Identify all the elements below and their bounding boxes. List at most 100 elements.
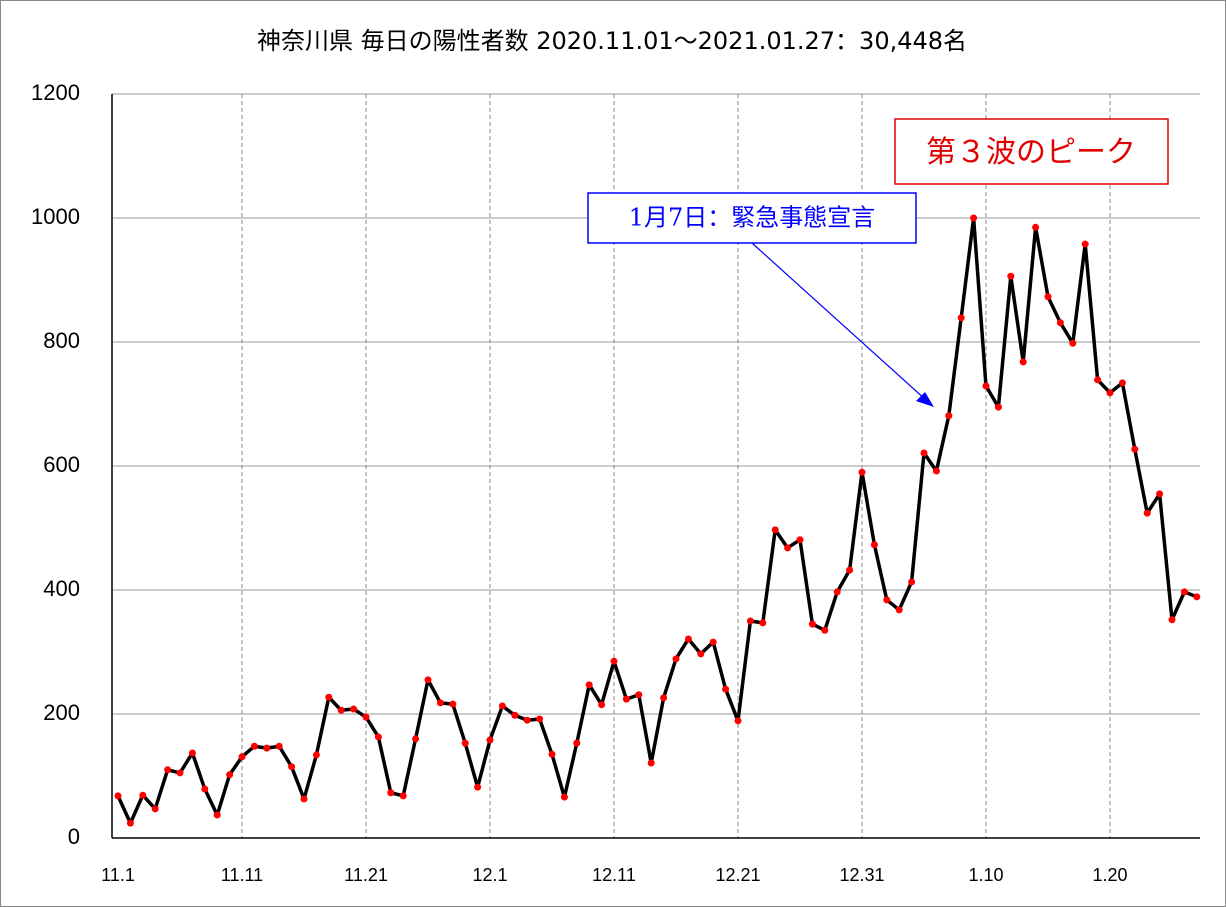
marker xyxy=(945,412,953,420)
marker xyxy=(709,638,717,646)
x-tick-label: 12.31 xyxy=(839,865,884,885)
marker xyxy=(908,578,916,586)
marker xyxy=(1032,223,1040,231)
y-tick-label: 600 xyxy=(43,452,80,477)
marker xyxy=(399,792,407,800)
y-tick-label: 1200 xyxy=(31,80,80,105)
marker xyxy=(796,536,804,544)
marker xyxy=(1007,272,1015,280)
marker xyxy=(771,526,779,534)
x-tick-label: 11.21 xyxy=(344,865,388,885)
marker xyxy=(325,693,333,701)
y-tick-label: 200 xyxy=(43,700,80,725)
marker xyxy=(895,606,903,614)
x-tick-label: 11.1 xyxy=(101,865,135,885)
marker xyxy=(126,819,134,827)
annotation: 第３波のピーク xyxy=(926,135,1136,170)
marker xyxy=(436,699,444,707)
marker xyxy=(672,655,680,663)
marker xyxy=(387,789,395,797)
marker xyxy=(337,706,345,714)
marker xyxy=(722,685,730,693)
marker xyxy=(994,403,1002,411)
y-tick-label: 400 xyxy=(43,576,80,601)
marker xyxy=(585,681,593,689)
marker xyxy=(573,739,581,747)
marker xyxy=(151,805,159,813)
marker xyxy=(250,742,258,750)
marker xyxy=(1106,389,1114,397)
marker xyxy=(1193,593,1201,601)
marker xyxy=(226,771,234,779)
x-tick-label: 1.20 xyxy=(1092,865,1127,885)
marker xyxy=(560,793,568,801)
marker xyxy=(1143,509,1151,517)
marker xyxy=(1131,445,1139,453)
marker xyxy=(201,785,209,793)
marker xyxy=(238,753,246,761)
marker xyxy=(808,620,816,628)
marker xyxy=(598,701,606,709)
marker xyxy=(697,650,705,658)
annotation-box xyxy=(894,118,1169,185)
marker xyxy=(300,795,308,803)
y-tick-label: 0 xyxy=(68,824,80,849)
marker xyxy=(275,742,283,750)
x-tick-label: 12.21 xyxy=(715,865,760,885)
annotation-arrow xyxy=(751,242,927,401)
marker xyxy=(263,744,271,752)
marker xyxy=(610,657,618,665)
marker xyxy=(957,314,965,322)
marker xyxy=(734,717,742,725)
marker xyxy=(1044,293,1052,301)
marker xyxy=(176,769,184,777)
line xyxy=(116,216,1198,825)
marker xyxy=(1094,376,1102,384)
marker xyxy=(213,811,221,819)
marker xyxy=(982,382,990,390)
y-tick-label: 800 xyxy=(43,328,80,353)
marker xyxy=(858,468,866,476)
marker xyxy=(486,736,494,744)
marker xyxy=(1168,616,1176,624)
marker xyxy=(548,750,556,758)
marker xyxy=(449,700,457,708)
marker xyxy=(312,751,320,759)
marker xyxy=(635,691,643,699)
marker xyxy=(498,702,506,710)
marker xyxy=(821,626,829,634)
marker xyxy=(412,735,420,743)
marker xyxy=(1180,588,1188,596)
marker xyxy=(1081,240,1089,248)
marker xyxy=(461,739,469,747)
marker xyxy=(870,541,878,549)
chart-title: 神奈川県 毎日の陽性者数 2020.11.01〜2021.01.27：30,44… xyxy=(257,27,967,55)
marker xyxy=(920,449,928,457)
marker xyxy=(883,596,891,604)
marker xyxy=(1118,379,1126,387)
marker xyxy=(536,715,544,723)
marker xyxy=(970,214,978,222)
marker xyxy=(622,695,630,703)
marker xyxy=(188,749,196,757)
marker xyxy=(114,792,122,800)
marker xyxy=(660,694,668,702)
marker xyxy=(350,705,358,713)
marker xyxy=(746,617,754,625)
marker xyxy=(164,766,172,774)
marker xyxy=(1069,339,1077,347)
marker xyxy=(647,759,655,767)
marker xyxy=(1019,358,1027,366)
marker xyxy=(523,716,531,724)
arrow-head xyxy=(916,392,934,407)
marker xyxy=(1056,319,1064,327)
annotation-box xyxy=(587,192,917,244)
marker xyxy=(684,635,692,643)
marker xyxy=(139,791,147,799)
x-tick-label: 12.11 xyxy=(592,865,636,885)
x-tick-label: 12.1 xyxy=(472,865,507,885)
marker xyxy=(362,713,370,721)
x-tick-label: 11.11 xyxy=(221,865,263,885)
marker xyxy=(784,544,792,552)
